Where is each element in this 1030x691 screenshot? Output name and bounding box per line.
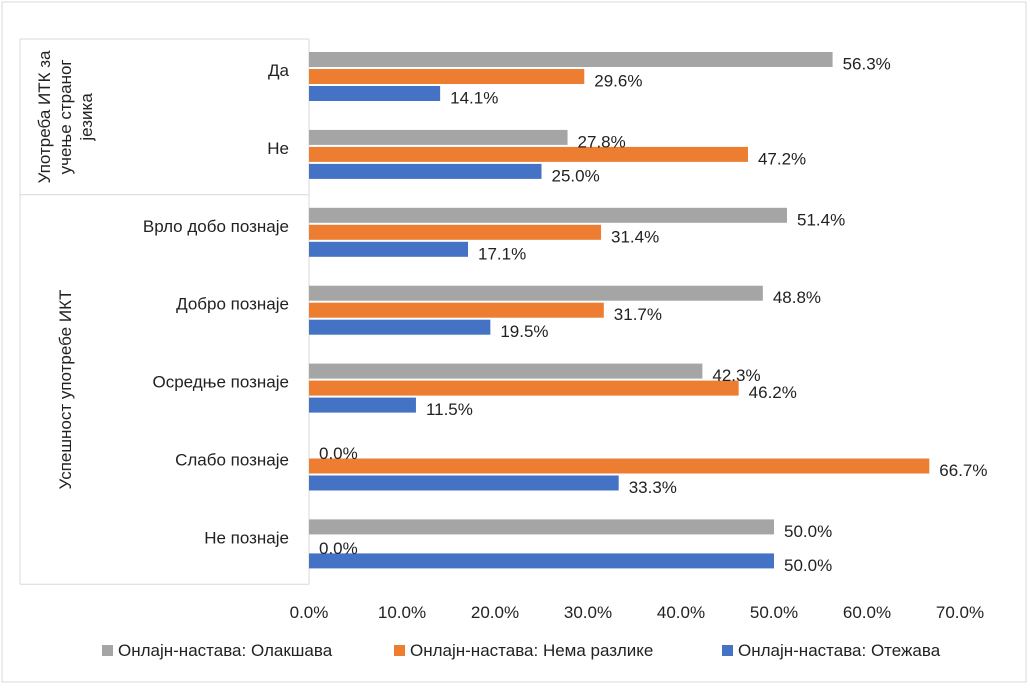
data-label: 51.4% — [797, 210, 845, 229]
bar — [309, 69, 585, 84]
category-label: Врло добо познаје — [143, 217, 289, 236]
category-label: Не познаје — [204, 528, 289, 547]
group-label-line: учење страног — [56, 59, 75, 174]
x-tick-label: 10.0% — [378, 603, 426, 622]
x-tick-label: 40.0% — [657, 603, 705, 622]
x-tick-label: 0.0% — [290, 603, 329, 622]
data-label: 33.3% — [629, 478, 677, 497]
data-label: 66.7% — [939, 461, 987, 480]
data-label: 47.2% — [758, 149, 806, 168]
bar — [309, 86, 441, 101]
x-tick-label: 30.0% — [564, 603, 612, 622]
category-label: Да — [268, 61, 290, 80]
bar — [309, 553, 774, 569]
bar — [309, 285, 763, 301]
data-label: 31.4% — [611, 227, 659, 246]
legend: Онлајн-настава: Олакшава Онлајн-настава: … — [102, 641, 941, 660]
data-label: 14.1% — [450, 89, 498, 108]
data-label: 46.2% — [749, 383, 797, 402]
group-label-0: Употреба ИТК за учење страног језика — [35, 50, 96, 183]
data-label: 56.3% — [843, 55, 891, 74]
x-tick-label: 20.0% — [471, 603, 519, 622]
bar — [309, 475, 619, 491]
data-label: 50.0% — [784, 556, 832, 575]
bar — [309, 52, 833, 67]
axis-layer: Употреба ИТК за учење страног језика Успешн… — [19, 38, 984, 622]
group-label-line: Употреба ИТК за — [35, 50, 54, 183]
group-label-line: језика — [77, 93, 96, 142]
bar — [309, 363, 703, 379]
bar — [309, 302, 604, 318]
data-label: 48.8% — [773, 288, 821, 307]
bar — [309, 146, 748, 162]
data-label: 50.0% — [784, 522, 832, 541]
legend-swatch — [394, 645, 405, 656]
legend-entry: Онлајн-настава: Нема разлике — [410, 641, 653, 660]
bar — [309, 241, 469, 257]
data-label: 0.0% — [319, 444, 358, 463]
category-label: Не — [267, 139, 289, 158]
bar — [309, 224, 602, 240]
data-label: 27.8% — [578, 132, 626, 151]
group-label-1: Успешност употребе ИКТ — [56, 290, 75, 490]
data-label: 42.3% — [712, 366, 760, 385]
data-label: 31.7% — [614, 305, 662, 324]
x-tick-label: 50.0% — [750, 603, 798, 622]
data-label: 19.5% — [500, 322, 548, 341]
data-label: 17.1% — [478, 244, 526, 263]
data-labels-layer: 56.3% 27.8% 51.4% 48.8% 42.3% 0.0% 50.0% 29.6% 4… — [319, 55, 988, 575]
legend-entry: Онлајн-настава: Отежава — [738, 641, 941, 660]
data-label: 29.6% — [594, 72, 642, 91]
bars-layer — [309, 52, 930, 569]
legend-swatch — [722, 645, 733, 656]
x-tick-label: 70.0% — [936, 603, 984, 622]
bar — [309, 163, 542, 179]
bar — [309, 397, 416, 413]
bar — [309, 207, 788, 223]
legend-entry: Онлајн-настава: Олакшава — [118, 641, 333, 660]
x-tick-label: 60.0% — [843, 603, 891, 622]
data-label: 25.0% — [552, 166, 600, 185]
bar — [309, 129, 568, 145]
category-label: Осредње познаје — [152, 373, 289, 392]
bar — [309, 458, 930, 474]
bar — [309, 380, 739, 396]
category-label: Добро познаје — [176, 295, 289, 314]
data-label: 11.5% — [426, 400, 473, 419]
group-label-line: Успешност употребе ИКТ — [56, 290, 75, 490]
bar — [309, 519, 774, 535]
legend-swatch — [102, 645, 113, 656]
data-label: 0.0% — [319, 539, 358, 558]
bar — [309, 319, 491, 335]
category-label: Слабо познаје — [175, 450, 289, 469]
